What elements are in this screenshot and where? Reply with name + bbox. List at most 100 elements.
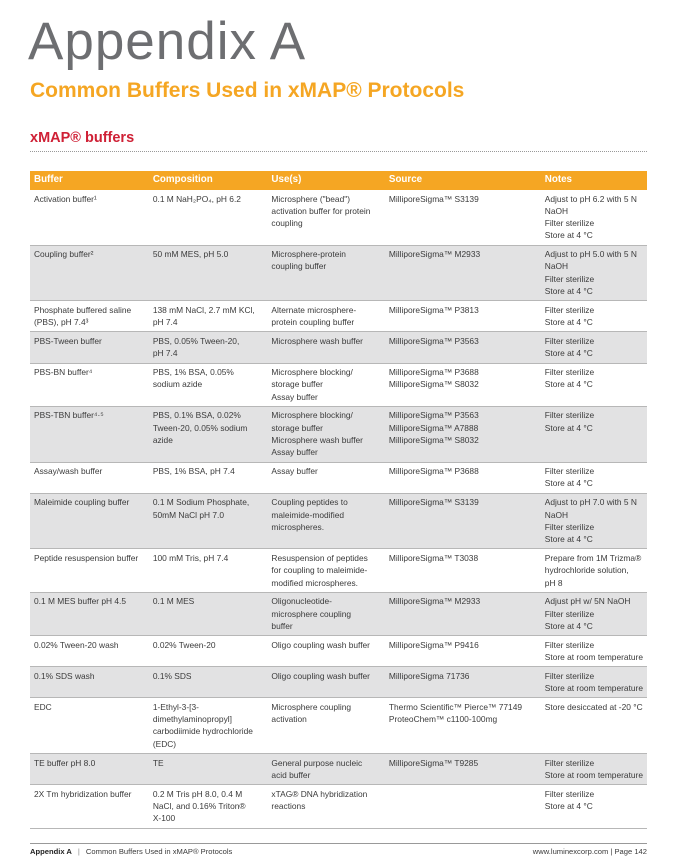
notes-line: Store at 4 °C [544, 534, 593, 545]
uses-line: Microsphere blocking/ [271, 410, 353, 421]
page-subtitle: Common Buffers Used in xMAP® Protocols [30, 79, 465, 102]
cell-buffer: Phosphate buffered saline (PBS), pH 7.4³ [30, 300, 149, 333]
table-header-row: Buffer Composition Use(s) Source Notes [30, 171, 647, 190]
cell-source [384, 784, 541, 829]
buffer-line: Assay/wash buffer [34, 466, 103, 477]
cell-source: MilliporeSigma 71736 [384, 666, 541, 699]
cell-composition: PBS, 1% BSA, 0.05% sodium azide [148, 363, 268, 407]
composition-line: 0.1 M MES [152, 596, 195, 607]
composition-line: pH 7.4 [152, 348, 178, 359]
cell-uses: Microsphere-protein coupling buffer [267, 245, 385, 302]
notes-line: Store desiccated at -20 °C [544, 701, 643, 712]
notes-line: Filter sterilize [544, 521, 595, 532]
uses-line: Oligonucleotide- [271, 596, 332, 607]
cell-buffer: 0.1% SDS wash [30, 666, 149, 699]
source-line: MilliporeSigma 71736 [388, 670, 470, 681]
cell-composition: 0.02% Tween-20 [148, 635, 268, 668]
notes-line: NaOH [544, 261, 569, 272]
notes-line: Store at 4 °C [544, 478, 593, 489]
source-line: MilliporeSigma™ S8032 [388, 435, 479, 446]
buffer-line: Phosphate buffered saline [34, 304, 132, 315]
cell-notes: Filter sterilize Store at 4 °C [540, 363, 647, 407]
column-header-notes: Notes [540, 171, 647, 190]
notes-line: Filter sterilize [544, 335, 595, 346]
cell-source: MilliporeSigma™ M2933 [384, 592, 541, 637]
cell-buffer: 0.02% Tween-20 wash [30, 635, 149, 668]
notes-line: Store at room temperature [544, 769, 643, 780]
cell-buffer: Assay/wash buffer [30, 462, 149, 494]
composition-line: NaCl, and 0.16% Triton® [152, 800, 246, 811]
notes-line: Store at room temperature [544, 683, 643, 694]
table-row: Maleimide coupling buffer 0.1 M Sodium Ph… [30, 493, 647, 550]
cell-uses: Microsphere ("bead") activation buffer fo… [267, 190, 385, 246]
table-row: Activation buffer¹ 0.1 M NaH₂PO₄, pH 6.2 M… [30, 190, 647, 246]
composition-line: PBS, 1% BSA, 0.05% [152, 367, 234, 378]
notes-line: Adjust to pH 5.0 with 5 N [544, 249, 637, 260]
cell-buffer: Maleimide coupling buffer [30, 493, 149, 550]
table-row: 0.1 M MES buffer pH 4.5 0.1 M MES Oligonuc… [30, 592, 647, 637]
source-line: ProteoChem™ c1100-100mg [388, 714, 498, 725]
cell-uses: xTAG® DNA hybridization reactions [267, 784, 385, 829]
table-row: 2X Tm hybridization buffer 0.2 M Tris pH … [30, 784, 647, 829]
buffer-line: Coupling buffer² [34, 249, 94, 260]
footer-url-page: www.luminexcorp.com | Page 142 [532, 847, 647, 856]
uses-line: Oligo coupling wash buffer [271, 639, 370, 650]
column-header-source: Source [384, 171, 541, 190]
composition-line: 50mM NaCl pH 7.0 [152, 509, 225, 520]
table-row: Peptide resuspension buffer 100 mM Tris, … [30, 548, 647, 593]
notes-line: hydrochloride solution, [544, 565, 629, 576]
notes-line: Store at 4 °C [544, 230, 593, 241]
uses-line: Microsphere wash buffer [271, 435, 363, 446]
source-line: MilliporeSigma™ T3038 [388, 552, 479, 563]
cell-composition: PBS, 0.05% Tween-20, pH 7.4 [148, 331, 268, 364]
source-line: MilliporeSigma™ S8032 [388, 379, 479, 390]
cell-notes: Filter sterilize Store at room temperatur… [540, 635, 647, 668]
cell-composition: TE [148, 753, 268, 786]
cell-notes: Filter sterilize Store at 4 °C [540, 406, 647, 463]
composition-line: 138 mM NaCl, 2.7 mM KCl, [152, 304, 255, 315]
composition-line: PBS, 1% BSA, pH 7.4 [152, 466, 235, 477]
cell-buffer: Activation buffer¹ [30, 190, 149, 246]
source-line: MilliporeSigma™ P3688 [388, 466, 479, 477]
notes-line: Store at 4 °C [544, 422, 593, 433]
uses-line: activation buffer for protein [271, 205, 371, 216]
table-row: 0.02% Tween-20 wash 0.02% Tween-20 Oligo c… [30, 635, 647, 668]
cell-buffer: PBS-TBN buffer⁴·⁵ [30, 406, 149, 463]
buffer-line: 2X Tm hybridization buffer [34, 788, 132, 799]
notes-line: Store at 4 °C [544, 379, 593, 390]
uses-line: for coupling to maleimide- [271, 565, 368, 576]
cell-buffer: 2X Tm hybridization buffer [30, 784, 149, 829]
notes-line: NaOH [544, 205, 569, 216]
cell-source: MilliporeSigma™ P9416 [384, 635, 541, 668]
cell-uses: General purpose nucleic acid buffer [267, 753, 385, 786]
section-heading: xMAP® buffers [30, 130, 135, 146]
notes-line: Filter sterilize [544, 410, 595, 421]
cell-notes: Filter sterilize Store at 4 °C [540, 331, 647, 364]
cell-uses: Microsphere blocking/storage buffer Assay… [267, 363, 385, 407]
footer-left: Appendix A | Common Buffers Used in xMAP® … [30, 847, 232, 856]
cell-source: MilliporeSigma™ P3563 MilliporeSigma™ A78… [384, 406, 541, 463]
notes-line: Filter sterilize [544, 218, 595, 229]
cell-composition: 0.1 M NaH₂PO₄, pH 6.2 [148, 190, 268, 246]
uses-line: coupling [271, 218, 303, 229]
notes-line: Store at 4 °C [544, 286, 593, 297]
cell-uses: Assay buffer [267, 462, 385, 494]
cell-buffer: PBS-Tween buffer [30, 331, 149, 364]
table-row: EDC 1-Ethyl-3-[3- dimethylaminopropyl] carb… [30, 697, 647, 755]
notes-line: Filter sterilize [544, 304, 595, 315]
table-row: PBS-Tween buffer PBS, 0.05% Tween-20, pH 7… [30, 331, 647, 364]
buffer-line: 0.1 M MES buffer pH 4.5 [34, 596, 127, 607]
uses-line: reactions [271, 800, 306, 811]
cell-composition: 50 mM MES, pH 5.0 [148, 245, 268, 302]
notes-line: Store at room temperature [544, 652, 643, 662]
composition-line: azide [152, 435, 173, 446]
cell-notes: Adjust pH w/ 5N NaOH Filter sterilize Stor… [540, 592, 647, 637]
cell-uses: Oligo coupling wash buffer [267, 666, 385, 699]
composition-line: pH 7.4 [152, 317, 178, 328]
dotted-divider [30, 151, 647, 152]
source-line: MilliporeSigma™ S3139 [388, 497, 479, 508]
notes-line: Adjust to pH 7.0 with 5 N [544, 497, 637, 508]
uses-line: buffer [271, 620, 293, 631]
table-row: 0.1% SDS wash 0.1% SDS Oligo coupling wash… [30, 666, 647, 699]
cell-notes: Filter sterilize Store at room temperatur… [540, 666, 647, 699]
